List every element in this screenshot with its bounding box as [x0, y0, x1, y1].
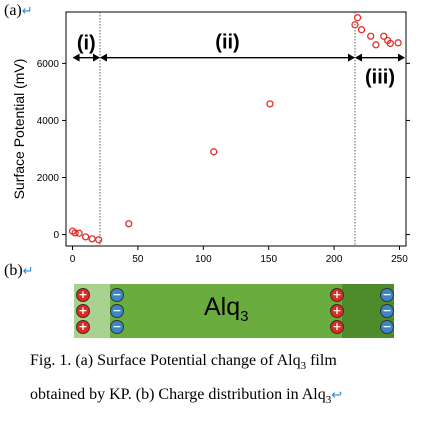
region-arrow-head-left: [355, 53, 362, 62]
negative-charge: −: [380, 304, 394, 318]
y-tick-label: 2000: [37, 173, 60, 184]
data-point: [81, 233, 90, 241]
data-point: [367, 32, 375, 40]
return-mark-icon: ↵: [22, 263, 34, 278]
region-label: (iii): [365, 67, 395, 89]
region-arrow-head-left: [100, 53, 107, 62]
data-point: [71, 229, 79, 237]
plot-frame: [65, 11, 407, 247]
data-point: [386, 39, 394, 48]
material-label: Alq3: [204, 293, 248, 325]
caption-line2-text: obtained by KP. (b) Charge distribution …: [30, 386, 326, 403]
negative-charge: −: [110, 288, 124, 302]
x-tick-label: 100: [195, 254, 212, 265]
x-tick-label: 200: [326, 254, 343, 265]
region-label: (i): [77, 33, 96, 55]
region-arrow-head-right: [398, 53, 405, 62]
figure-caption-line-2: obtained by KP. (b) Charge distribution …: [30, 386, 342, 406]
caption-line1-subscript: 3: [300, 360, 307, 373]
positive-charge: +: [330, 304, 344, 318]
negative-charge: −: [110, 304, 124, 318]
panel-b-label-text: (b): [4, 262, 23, 279]
region-arrow-head-left: [72, 53, 80, 62]
negative-charge: −: [110, 320, 124, 334]
data-point: [210, 148, 218, 156]
positive-charge: +: [76, 320, 90, 334]
caption-line1-end: film: [306, 352, 337, 369]
y-tick-label: 4000: [37, 116, 60, 127]
panel-a-label: (a)↵: [4, 2, 33, 20]
data-point: [380, 32, 388, 40]
panel-a-label-text: (a): [4, 2, 22, 19]
x-tick-label: 0: [70, 254, 76, 265]
data-point: [75, 229, 83, 237]
positive-charge: +: [330, 320, 344, 334]
data-point: [353, 14, 362, 22]
surface-potential-chart: 0 50 100 150 200 250 0 2000 4000 6000 Surface Pote…: [11, 11, 410, 265]
material-base: Alq: [204, 293, 241, 321]
caption-line1-text: Fig. 1. (a) Surface Potential change of …: [30, 352, 301, 369]
y-tick-label: 0: [53, 230, 59, 241]
region-label: (ii): [215, 32, 239, 54]
charge-distribution-strip: + + + − − − Alq3 + + + − − −: [74, 284, 394, 338]
material-subscript: 3: [240, 308, 249, 325]
positive-charge: +: [76, 304, 90, 318]
data-point: [95, 236, 103, 244]
region-arrow-head-right: [348, 53, 355, 62]
data-point: [372, 41, 380, 49]
return-mark-icon: ↵: [21, 3, 33, 18]
y-axis-label: Surface Potential (mV): [11, 59, 27, 200]
positive-charge: +: [76, 288, 90, 302]
figure-caption-line-1: Fig. 1. (a) Surface Potential change of …: [30, 352, 337, 372]
panel-b-label: (b)↵: [4, 262, 34, 280]
chart-axes: 0 50 100 150 200 250 0 2000 4000 6000 Surface Pote…: [11, 11, 410, 265]
data-point: [88, 235, 96, 243]
data-point: [266, 100, 274, 108]
data-point: [394, 39, 402, 47]
return-mark-icon: ↩: [331, 387, 343, 402]
x-tick-label: 50: [132, 254, 144, 265]
caption-line2-subscript: 3: [325, 394, 332, 407]
data-point: [357, 26, 366, 34]
data-point: [351, 21, 359, 29]
y-tick-label: 6000: [37, 59, 60, 70]
x-tick-label: 150: [260, 254, 277, 265]
chart-marks: [68, 14, 402, 244]
region-arrow-head-right: [93, 53, 100, 62]
positive-charge: +: [330, 288, 344, 302]
region-ii-segment: [110, 284, 342, 338]
x-tick-label: 250: [391, 254, 408, 265]
data-point: [125, 220, 133, 228]
negative-charge: −: [380, 320, 394, 334]
negative-charge: −: [380, 288, 394, 302]
